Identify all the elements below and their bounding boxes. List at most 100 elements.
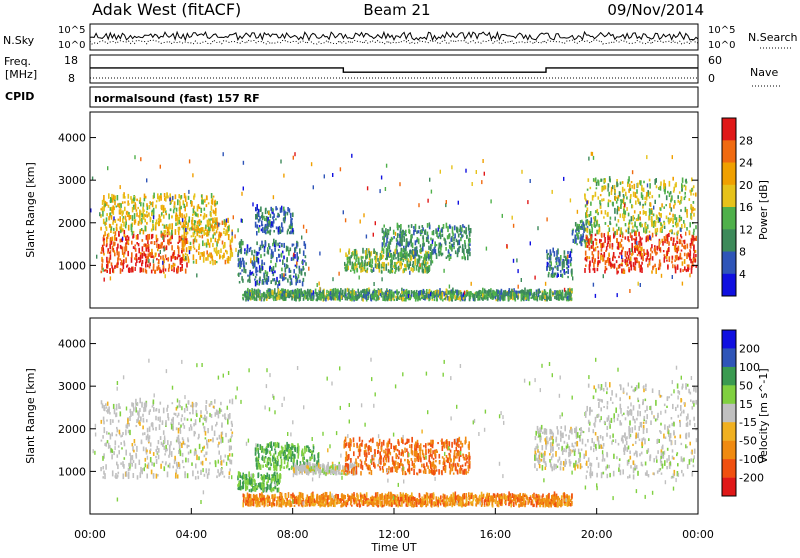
heatmap-cell <box>163 210 165 213</box>
heatmap-cell <box>592 152 593 156</box>
heatmap-cell <box>419 290 421 295</box>
heatmap-cell <box>630 199 632 203</box>
heatmap-cell <box>205 257 207 261</box>
heatmap-cell <box>116 206 118 208</box>
heatmap-cell <box>263 292 265 297</box>
heatmap-cell <box>395 257 397 259</box>
heatmap-cell <box>673 191 675 193</box>
heatmap-cell <box>132 443 134 446</box>
heatmap-cell <box>382 291 384 295</box>
heatmap-cell <box>508 296 510 301</box>
heatmap-cell <box>405 234 407 236</box>
heatmap-cell <box>413 256 415 259</box>
heatmap-cell <box>679 215 681 218</box>
heatmap-cell <box>184 224 186 228</box>
heatmap-cell <box>138 248 140 254</box>
heatmap-cell <box>113 216 114 220</box>
heatmap-cell <box>166 192 168 198</box>
heatmap-cell <box>559 263 561 266</box>
heatmap-cell <box>168 257 170 260</box>
heatmap-cell <box>270 214 272 218</box>
heatmap-cell <box>146 178 147 182</box>
heatmap-cell <box>596 221 598 227</box>
heatmap-cell <box>198 456 200 460</box>
heatmap-cell <box>685 207 687 212</box>
heatmap-cell <box>151 256 153 258</box>
heatmap-cell <box>675 266 677 269</box>
heatmap-cell <box>243 161 244 165</box>
heatmap-cell <box>140 229 142 233</box>
heatmap-cell <box>681 183 683 188</box>
heatmap-cell <box>608 192 610 197</box>
heatmap-cell <box>251 288 253 293</box>
heatmap-cell <box>296 252 298 258</box>
heatmap-cell <box>587 228 589 233</box>
heatmap-cell <box>381 277 382 281</box>
heatmap-cell <box>145 402 147 407</box>
heatmap-cell <box>625 223 627 226</box>
heatmap-cell <box>669 213 671 216</box>
heatmap-cell <box>480 292 482 294</box>
heatmap-cell <box>275 280 277 284</box>
heatmap-cell <box>622 260 624 262</box>
heatmap-cell <box>681 243 683 246</box>
heatmap-cell <box>247 275 249 277</box>
heatmap-cell <box>267 484 269 486</box>
heatmap-cell <box>152 220 154 223</box>
heatmap-cell <box>395 267 397 273</box>
heatmap-cell <box>102 259 104 263</box>
heatmap-cell <box>549 267 551 271</box>
heatmap-cell <box>464 240 466 244</box>
heatmap-cell <box>119 406 121 409</box>
heatmap-cell <box>307 289 309 294</box>
heatmap-cell <box>200 214 202 216</box>
heatmap-cell <box>674 200 676 203</box>
heatmap-cell <box>356 268 358 271</box>
heatmap-cell <box>204 208 206 211</box>
heatmap-cell <box>506 244 507 248</box>
heatmap-cell <box>386 164 387 168</box>
heatmap-cell <box>140 417 142 422</box>
heatmap-cell <box>279 242 281 244</box>
heatmap-cell <box>235 248 236 252</box>
heatmap-cell <box>248 471 250 477</box>
heatmap-cell <box>220 232 222 237</box>
heatmap-cell <box>164 466 166 471</box>
heatmap-cell <box>101 400 103 404</box>
heatmap-cell <box>628 228 630 234</box>
heatmap-cell <box>283 217 285 223</box>
heatmap-cell <box>440 246 442 251</box>
heatmap-cell <box>616 238 618 243</box>
heatmap-cell <box>668 241 670 245</box>
heatmap-cell <box>172 196 173 200</box>
heatmap-cell <box>691 178 693 182</box>
heatmap-cell <box>361 256 363 260</box>
heatmap-cell <box>429 222 430 226</box>
heatmap-cell <box>229 257 231 261</box>
heatmap-cell <box>567 296 569 300</box>
heatmap-cell <box>120 442 122 445</box>
heatmap-cell <box>124 443 126 447</box>
heatmap-cell <box>513 293 515 296</box>
heatmap-cell <box>191 225 193 227</box>
heatmap-cell <box>666 216 668 220</box>
heatmap-cell <box>681 250 683 252</box>
heatmap-cell <box>208 468 210 471</box>
heatmap-cell <box>180 425 182 428</box>
heatmap-cell <box>134 197 135 201</box>
heatmap-cell <box>359 262 361 266</box>
heatmap-cell <box>110 224 111 228</box>
heatmap-cell <box>426 237 428 242</box>
heatmap-cell <box>301 292 303 297</box>
heatmap-cell <box>211 205 213 210</box>
heatmap-cell <box>159 196 161 201</box>
heatmap-cell <box>281 245 283 248</box>
heatmap-cell <box>260 296 262 300</box>
heatmap-cell <box>248 293 250 297</box>
heatmap-cell <box>604 270 606 274</box>
heatmap-cell <box>230 240 232 245</box>
heatmap-cell <box>278 289 280 295</box>
heatmap-cell <box>183 466 185 468</box>
heatmap-cell <box>668 247 670 252</box>
heatmap-cell <box>269 268 270 272</box>
